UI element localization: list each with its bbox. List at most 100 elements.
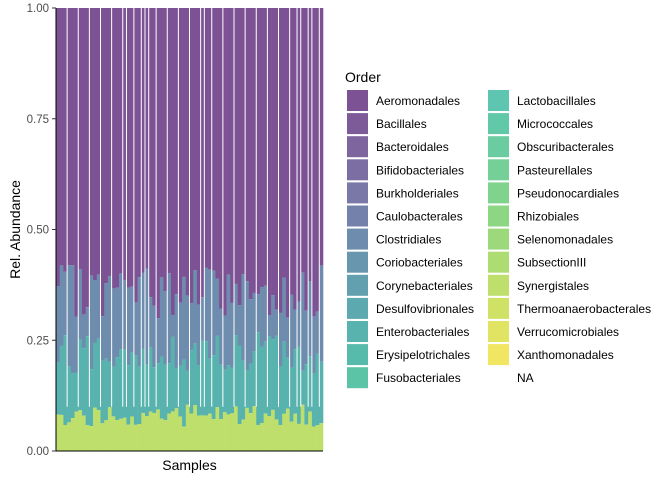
bar-segment — [259, 8, 264, 288]
bar-segment — [167, 413, 172, 451]
legend-label: Coriobacteriales — [376, 256, 463, 270]
legend-key — [488, 344, 509, 366]
bar-segment — [189, 8, 194, 304]
bar-segment — [70, 8, 75, 266]
legend-title: Order — [345, 69, 381, 85]
bar-segment — [248, 299, 253, 364]
bar-segment — [193, 8, 198, 271]
bar-segment — [285, 408, 290, 451]
bar-segment — [204, 267, 209, 342]
bar-segment — [133, 8, 138, 303]
sample-bar — [293, 8, 298, 451]
bar-segment — [89, 426, 94, 451]
sample-bar — [174, 8, 179, 451]
bar-segment — [133, 424, 138, 451]
bar-segment — [163, 420, 168, 451]
bar-segment — [222, 369, 227, 412]
y-tick-label: 0.75 — [27, 114, 49, 126]
bar-segment — [219, 308, 224, 365]
bar-segment — [185, 404, 190, 451]
sample-bar — [267, 8, 272, 451]
bar-segment — [267, 8, 272, 316]
legend-key — [347, 367, 368, 389]
bar-segment — [167, 8, 172, 274]
bar-segment — [107, 276, 112, 362]
sample-bar — [196, 8, 201, 451]
bar-segment — [145, 8, 150, 269]
bar-segment — [259, 287, 264, 347]
bar-segment — [274, 419, 279, 451]
bar-segment — [315, 8, 320, 312]
sample-bar — [96, 8, 101, 451]
bar-segment — [100, 423, 105, 451]
sample-bar — [141, 8, 146, 451]
bar-segment — [152, 8, 157, 306]
bar-segment — [159, 277, 164, 357]
bar-segment — [178, 365, 183, 417]
legend-item: Verrucomicrobiales — [488, 321, 619, 342]
bar-segment — [89, 275, 94, 370]
bar-segment — [211, 355, 216, 420]
bar-segment — [226, 365, 231, 415]
bar-segment — [200, 340, 205, 416]
bar-segment — [93, 342, 98, 408]
sample-bar — [219, 8, 224, 451]
legend-label: Erysipelotrichales — [376, 348, 470, 362]
sample-bar — [271, 8, 276, 451]
legend-label: Synergistales — [517, 279, 589, 293]
legend-label: Clostridiales — [376, 233, 441, 247]
sample-bar — [163, 8, 168, 451]
legend-item: Bifidobacteriales — [347, 159, 464, 181]
bar-segment — [111, 288, 116, 367]
bar-segment — [67, 422, 72, 451]
bar-segment — [145, 364, 150, 416]
bar-segment — [148, 411, 153, 451]
sample-bar — [241, 8, 246, 451]
bar-segment — [259, 423, 264, 451]
bar-segment — [152, 305, 157, 368]
sample-bar — [170, 8, 175, 451]
bar-segment — [159, 8, 164, 278]
bar-segment — [163, 8, 168, 292]
bar-segment — [130, 416, 135, 451]
legend-label: Bacillales — [376, 117, 427, 131]
sample-bar — [230, 8, 235, 451]
bar-segment — [96, 8, 101, 275]
bar-segment — [234, 8, 239, 284]
legend-item: SubsectionIII — [488, 251, 586, 273]
bar-segment — [308, 356, 313, 412]
bar-segment — [141, 412, 146, 451]
bar-segment — [308, 281, 313, 357]
bar-segment — [204, 341, 209, 416]
legend-key — [347, 274, 368, 296]
sample-bar — [256, 8, 261, 451]
legend-label: Verrucomicrobiales — [517, 325, 619, 339]
bar-segment — [67, 265, 72, 367]
sample-bar — [193, 8, 198, 451]
bar-segment — [289, 421, 294, 451]
bar-segment — [74, 372, 79, 412]
bar-segment — [278, 8, 283, 313]
bar-segment — [241, 419, 246, 451]
bar-segment — [193, 270, 198, 344]
bar-segment — [297, 8, 302, 302]
legend-item: Aeromonadales — [347, 90, 460, 111]
legend-key — [488, 159, 509, 181]
bar-segment — [141, 8, 146, 273]
legend-key — [488, 205, 509, 227]
bar-segment — [285, 357, 290, 409]
bar-segment — [126, 365, 131, 425]
bar-segment — [104, 358, 109, 420]
legend-label: Aeromonadales — [376, 94, 460, 108]
sample-bar — [248, 8, 253, 451]
bar-segment — [119, 349, 124, 419]
bar-segment — [67, 8, 72, 266]
bar-segment — [141, 348, 146, 413]
bar-segment — [282, 413, 287, 451]
bar-segment — [189, 350, 194, 414]
bar-segment — [267, 416, 272, 451]
bar-segment — [248, 413, 253, 451]
bar-segment — [315, 311, 320, 354]
plot-area — [56, 8, 324, 451]
legend-item: Selenomonadales — [488, 228, 613, 250]
